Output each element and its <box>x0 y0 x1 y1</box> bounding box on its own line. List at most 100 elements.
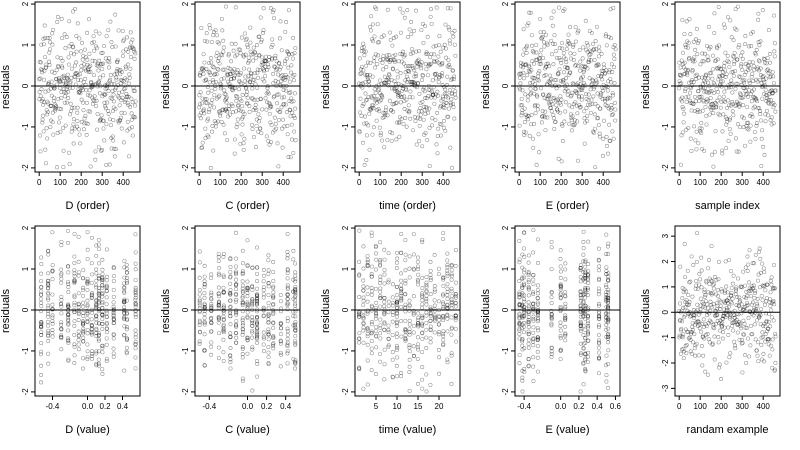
data-point <box>391 282 395 287</box>
data-point <box>561 78 566 83</box>
data-point <box>526 94 531 99</box>
data-point <box>716 5 721 10</box>
data-point <box>104 247 109 252</box>
data-point <box>567 103 572 108</box>
data-point <box>536 317 540 322</box>
data-point <box>390 66 395 71</box>
data-point <box>517 238 522 243</box>
data-point <box>751 79 756 83</box>
data-point <box>221 358 226 363</box>
data-point <box>604 310 609 315</box>
data-point <box>90 41 95 45</box>
data-point <box>39 271 44 276</box>
points <box>197 4 298 170</box>
data-point <box>521 320 526 325</box>
plot-frame <box>674 1 781 173</box>
data-point <box>226 53 231 58</box>
data-point <box>208 165 213 170</box>
data-point <box>91 82 96 87</box>
data-point <box>583 368 588 373</box>
data-point <box>592 85 597 90</box>
data-point <box>742 143 747 148</box>
data-point <box>408 80 413 84</box>
data-point <box>386 337 391 342</box>
data-point <box>390 350 395 354</box>
data-point <box>606 290 611 295</box>
data-point <box>357 259 362 264</box>
data-point <box>403 268 408 273</box>
data-point <box>285 270 290 275</box>
data-point <box>127 126 132 131</box>
data-point <box>737 42 742 47</box>
data-point <box>220 67 225 72</box>
data-point <box>753 337 758 342</box>
data-point <box>124 91 129 96</box>
data-point <box>250 265 255 270</box>
data-point <box>531 307 536 312</box>
data-point <box>232 151 237 156</box>
data-point <box>94 313 99 318</box>
data-point <box>416 347 421 352</box>
data-point <box>382 312 387 317</box>
data-point <box>357 336 362 341</box>
data-point <box>202 319 207 324</box>
data-point <box>83 68 88 73</box>
data-point <box>78 91 83 96</box>
data-point <box>698 296 703 301</box>
data-point <box>557 46 562 51</box>
data-point <box>441 236 445 241</box>
data-point <box>449 351 454 356</box>
data-point <box>373 286 378 291</box>
data-point <box>372 55 377 60</box>
data-point <box>228 291 233 296</box>
x-tick-label: -0.4 <box>202 402 216 411</box>
data-point <box>390 312 395 317</box>
data-point <box>81 285 86 290</box>
data-point <box>232 137 237 142</box>
data-point <box>108 19 113 24</box>
data-point <box>692 59 697 64</box>
data-point <box>245 287 250 291</box>
data-point <box>133 285 138 290</box>
data-point <box>685 268 690 273</box>
data-point <box>753 52 758 57</box>
data-point <box>394 260 399 265</box>
data-point <box>283 29 288 34</box>
data-point <box>378 294 383 299</box>
data-point <box>81 331 86 336</box>
data-point <box>277 117 281 122</box>
data-point <box>269 56 274 61</box>
data-point <box>39 325 43 330</box>
data-point <box>373 243 378 248</box>
data-point <box>390 300 395 305</box>
data-point <box>769 88 774 93</box>
data-point <box>357 314 362 319</box>
data-point <box>726 83 731 88</box>
data-point <box>46 297 51 302</box>
data-point <box>382 327 387 332</box>
y-tick-label: -2 <box>181 164 190 172</box>
data-point <box>606 241 611 246</box>
data-point <box>415 381 420 386</box>
data-point <box>378 259 383 264</box>
data-point <box>436 322 441 327</box>
data-point <box>695 302 700 307</box>
data-point <box>730 324 735 329</box>
data-point <box>271 81 276 86</box>
data-point <box>543 73 548 77</box>
data-point <box>386 344 391 349</box>
data-point <box>357 313 362 318</box>
data-point <box>85 121 90 126</box>
data-point <box>128 30 133 35</box>
data-point <box>133 99 138 104</box>
data-point <box>531 145 536 150</box>
data-point <box>523 62 528 67</box>
data-point <box>66 280 71 285</box>
data-point <box>212 119 217 124</box>
data-point <box>239 70 243 75</box>
data-point <box>751 64 756 68</box>
data-point <box>72 271 77 276</box>
data-point <box>84 100 89 105</box>
data-point <box>39 324 44 329</box>
data-point <box>763 288 768 293</box>
